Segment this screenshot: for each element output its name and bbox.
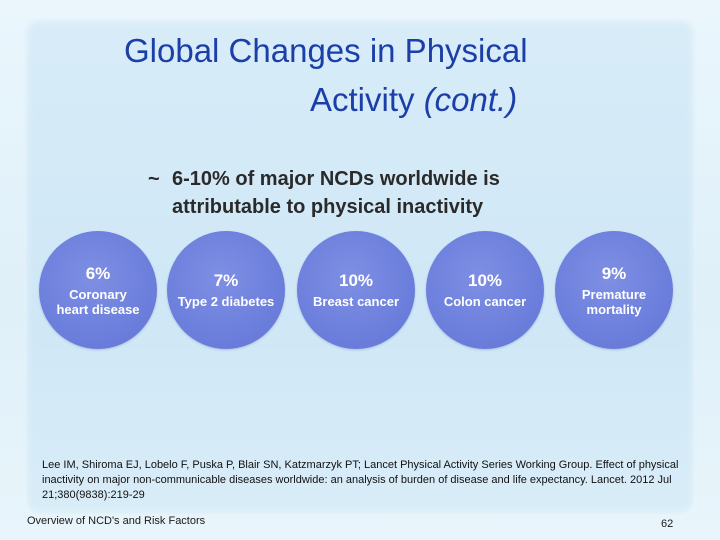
circle-percent: 10%	[338, 271, 374, 290]
footer-title: Overview of NCD's and Risk Factors	[27, 515, 206, 527]
bullet-text: 6-10% of major NCDs worldwide is attribu…	[172, 168, 500, 218]
circle-label: Type 2 diabetes	[177, 294, 275, 309]
circle-colon-cancer: 10% Colon cancer	[426, 231, 544, 349]
circle-label: Breast cancer	[313, 294, 399, 309]
circle-percent: 9%	[601, 263, 627, 283]
title-line-1: Global Changes in Physical	[124, 32, 528, 69]
title-line-2-italic: (cont.)	[423, 81, 518, 118]
circle-percent: 7%	[213, 271, 239, 290]
circle-percent: 6%	[85, 263, 111, 283]
circle-type-2-diabetes: 7% Type 2 diabetes	[167, 231, 285, 349]
circle-label: Coronary heart disease	[56, 286, 140, 317]
bullet-tilde: ~	[148, 168, 160, 190]
circle-label: Colon cancer	[443, 294, 527, 309]
circle-coronary-heart-disease: 6% Coronary heart disease	[39, 231, 157, 349]
circle-percent: 10%	[467, 271, 503, 290]
title-line-2-main: Activity	[310, 81, 424, 118]
circle-label: Premature mortality	[581, 286, 647, 317]
circle-premature-mortality: 9% Premature mortality	[555, 231, 673, 349]
circle-breast-cancer: 10% Breast cancer	[297, 231, 415, 349]
page-number: 62	[661, 518, 674, 530]
title-line-2: Activity (cont.)	[310, 79, 517, 121]
citation-reference: Lee IM, Shiroma EJ, Lobelo F, Puska P, B…	[42, 459, 679, 501]
